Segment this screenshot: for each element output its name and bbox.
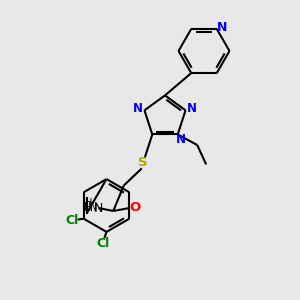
Text: N: N	[94, 202, 103, 214]
Text: S: S	[139, 157, 148, 169]
Text: N: N	[217, 21, 227, 34]
Text: Cl: Cl	[66, 214, 79, 227]
Text: N: N	[187, 102, 197, 115]
Text: N: N	[133, 102, 143, 115]
Text: HN: HN	[84, 202, 98, 214]
Text: O: O	[129, 202, 140, 214]
Text: N: N	[176, 134, 186, 146]
Text: Cl: Cl	[97, 237, 110, 250]
Text: H: H	[85, 198, 92, 208]
